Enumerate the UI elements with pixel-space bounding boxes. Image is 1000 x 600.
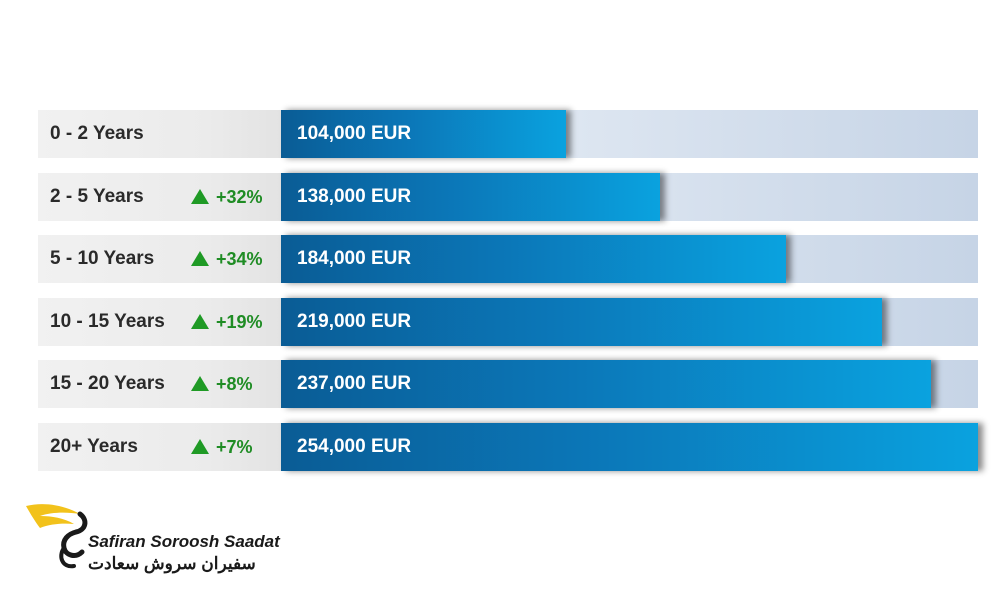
bar-track: 138,000 EUR	[281, 172, 978, 221]
salary-bar-chart: 0 - 2 Years 104,000 EUR 2 - 5 Years +32% 138…	[38, 110, 978, 471]
row-label-cell: 5 - 10 Years +34%	[38, 235, 281, 284]
chart-row: 15 - 20 Years +8% 237,000 EUR	[38, 360, 978, 409]
bar-value-label: 254,000 EUR	[297, 436, 412, 457]
row-label-cell: 10 - 15 Years +19%	[38, 297, 281, 346]
change-badge: +32%	[191, 173, 263, 221]
row-label-cell: 15 - 20 Years +8%	[38, 360, 281, 409]
change-value: +7%	[216, 437, 253, 457]
change-value: +32%	[216, 186, 263, 207]
bar: 138,000 EUR	[281, 172, 660, 221]
bar-value-label: 138,000 EUR	[297, 185, 412, 207]
bar-value-label: 104,000 EUR	[297, 123, 412, 144]
bar-track: 219,000 EUR	[281, 297, 978, 346]
bar-value-label: 237,000 EUR	[297, 373, 412, 395]
bar-track: 104,000 EUR	[281, 110, 978, 158]
category-label: 2 - 5 Years	[50, 185, 144, 207]
logo-name-latin: Safiran Soroosh Saadat	[88, 532, 280, 551]
bar: 184,000 EUR	[281, 235, 786, 284]
bar: 254,000 EUR	[281, 423, 978, 471]
category-label: 5 - 10 Years	[50, 248, 155, 270]
logo-name-farsi: سفیران سروش سعادت	[88, 554, 256, 573]
wing-logo-icon	[26, 504, 88, 569]
change-value: +34%	[216, 249, 263, 270]
change-value: +8%	[216, 374, 253, 395]
change-value: +19%	[216, 311, 263, 332]
up-arrow-icon	[191, 188, 209, 204]
change-badge: +8%	[191, 360, 253, 408]
bar-value-label: 184,000 EUR	[297, 248, 412, 270]
chart-row: 10 - 15 Years +19% 219,000 EUR	[38, 297, 978, 346]
bar-value-label: 219,000 EUR	[297, 310, 412, 332]
up-arrow-icon	[191, 439, 209, 454]
up-arrow-icon	[191, 313, 209, 329]
chart-row: 20+ Years +7% 254,000 EUR	[38, 423, 978, 471]
bar-track: 184,000 EUR	[281, 235, 978, 284]
row-label-cell: 20+ Years +7%	[38, 423, 281, 471]
row-label-cell: 2 - 5 Years +32%	[38, 172, 281, 221]
change-badge: +7%	[191, 423, 253, 471]
chart-row: 5 - 10 Years +34% 184,000 EUR	[38, 235, 978, 284]
category-label: 20+ Years	[50, 436, 138, 457]
chart-row: 0 - 2 Years 104,000 EUR	[38, 110, 978, 158]
up-arrow-icon	[191, 376, 209, 392]
row-label-cell: 0 - 2 Years	[38, 110, 281, 158]
logo: Safiran Soroosh Saadat سفیران سروش سعادت	[22, 496, 302, 576]
bar-track: 237,000 EUR	[281, 360, 978, 409]
up-arrow-icon	[191, 251, 209, 267]
bar-track: 254,000 EUR	[281, 423, 978, 471]
category-label: 10 - 15 Years	[50, 310, 165, 332]
chart-row: 2 - 5 Years +32% 138,000 EUR	[38, 172, 978, 221]
bar: 104,000 EUR	[281, 110, 566, 158]
change-badge: +19%	[191, 298, 263, 346]
category-label: 0 - 2 Years	[50, 123, 144, 144]
category-label: 15 - 20 Years	[50, 373, 165, 395]
change-badge: +34%	[191, 235, 263, 283]
bar: 219,000 EUR	[281, 297, 882, 346]
bar: 237,000 EUR	[281, 360, 931, 409]
